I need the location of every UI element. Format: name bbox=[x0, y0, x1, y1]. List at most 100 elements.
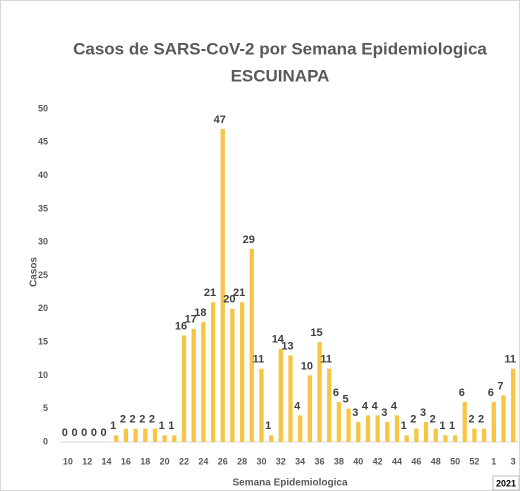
bar bbox=[278, 348, 283, 442]
x-tick-label: 46 bbox=[411, 456, 421, 466]
data-label: 10 bbox=[301, 360, 313, 372]
x-tick-label: 42 bbox=[373, 456, 383, 466]
bar bbox=[239, 302, 245, 442]
x-tick-label: 28 bbox=[237, 456, 247, 466]
x-tick-label: 24 bbox=[198, 456, 208, 466]
bar bbox=[143, 428, 148, 442]
bar bbox=[269, 435, 274, 442]
y-tick-label: 50 bbox=[38, 103, 48, 113]
x-tick-label: 32 bbox=[276, 456, 286, 466]
y-tick-label: 35 bbox=[38, 203, 48, 213]
data-label: 0 bbox=[62, 427, 68, 439]
bar bbox=[249, 248, 254, 442]
data-label: 29 bbox=[243, 234, 255, 246]
bar bbox=[365, 415, 371, 442]
data-label: 2 bbox=[149, 414, 155, 426]
data-label: 47 bbox=[214, 114, 226, 126]
data-label: 2 bbox=[430, 414, 436, 426]
bar bbox=[462, 402, 467, 442]
data-label: 3 bbox=[381, 407, 387, 419]
x-axis-label: Semana Epidemiologica bbox=[232, 478, 347, 489]
data-label: 6 bbox=[488, 387, 494, 399]
data-label: 0 bbox=[81, 427, 87, 439]
data-label: 0 bbox=[101, 427, 107, 439]
data-label: 17 bbox=[185, 314, 197, 326]
data-label: 6 bbox=[333, 387, 339, 399]
bar bbox=[172, 435, 177, 442]
bar bbox=[501, 395, 506, 442]
data-label: 2 bbox=[410, 414, 416, 426]
y-tick-label: 20 bbox=[38, 303, 48, 313]
bar bbox=[259, 368, 264, 442]
bar bbox=[181, 335, 187, 442]
bar bbox=[443, 435, 448, 442]
data-label: 0 bbox=[91, 427, 97, 439]
x-tick-label: 50 bbox=[450, 456, 460, 466]
bar bbox=[336, 402, 342, 442]
bar bbox=[133, 428, 138, 442]
data-label: 1 bbox=[110, 420, 116, 432]
chart-subtitle: ESCUINAPA bbox=[231, 66, 330, 85]
x-tick-label: 26 bbox=[218, 456, 228, 466]
bar bbox=[152, 428, 158, 442]
data-label: 2 bbox=[478, 414, 484, 426]
x-tick-label: 14 bbox=[102, 456, 112, 466]
year-box bbox=[492, 475, 520, 491]
bar bbox=[452, 435, 458, 442]
data-label: 2 bbox=[120, 414, 126, 426]
y-tick-label: 0 bbox=[43, 436, 48, 446]
chart-title: Casos de SARS-CoV-2 por Semana Epidemiol… bbox=[73, 39, 487, 58]
data-label: 0 bbox=[71, 427, 77, 439]
y-tick-label: 30 bbox=[38, 237, 48, 247]
x-tick-label: 16 bbox=[121, 456, 131, 466]
data-label: 5 bbox=[343, 394, 349, 406]
bar bbox=[472, 428, 477, 442]
data-label: 21 bbox=[204, 287, 216, 299]
bar bbox=[220, 128, 225, 443]
bar bbox=[346, 408, 351, 442]
x-tick-label: 38 bbox=[334, 456, 344, 466]
bar bbox=[162, 435, 167, 442]
bar bbox=[511, 368, 516, 442]
data-label: 13 bbox=[281, 340, 293, 352]
bar bbox=[123, 428, 129, 442]
data-label: 4 bbox=[372, 400, 379, 412]
data-label: 11 bbox=[504, 354, 516, 366]
data-label: 1 bbox=[159, 420, 165, 432]
bar bbox=[404, 435, 409, 442]
data-label: 4 bbox=[362, 400, 369, 412]
data-label: 1 bbox=[401, 420, 407, 432]
data-label: 18 bbox=[194, 307, 206, 319]
y-tick-label: 25 bbox=[38, 270, 48, 280]
bar bbox=[288, 355, 293, 442]
bar bbox=[491, 402, 496, 442]
x-tick-label: 18 bbox=[140, 456, 150, 466]
y-tick-label: 10 bbox=[38, 370, 48, 380]
data-label: 1 bbox=[439, 420, 445, 432]
bar bbox=[210, 302, 216, 442]
data-label: 1 bbox=[449, 420, 455, 432]
data-label: 4 bbox=[391, 400, 398, 412]
x-tick-label: 34 bbox=[295, 456, 305, 466]
x-tick-label: 44 bbox=[392, 456, 402, 466]
bar bbox=[385, 422, 390, 442]
x-tick-label: 20 bbox=[160, 456, 170, 466]
data-label: 16 bbox=[175, 320, 187, 332]
x-tick-label: 36 bbox=[315, 456, 325, 466]
bar bbox=[298, 415, 303, 442]
x-tick-label: 40 bbox=[353, 456, 363, 466]
data-label: 11 bbox=[320, 354, 332, 366]
data-label: 2 bbox=[468, 414, 474, 426]
x-tick-label: 3 bbox=[511, 456, 516, 466]
x-tick-label: 30 bbox=[256, 456, 266, 466]
x-tick-label: 52 bbox=[469, 456, 479, 466]
data-label: 4 bbox=[294, 400, 301, 412]
bar bbox=[356, 422, 361, 442]
bar bbox=[201, 322, 206, 442]
x-tick-label: 1 bbox=[491, 456, 496, 466]
data-label: 3 bbox=[352, 407, 358, 419]
y-tick-label: 15 bbox=[38, 336, 48, 346]
data-label: 21 bbox=[233, 287, 245, 299]
y-tick-label: 40 bbox=[38, 170, 48, 180]
bar bbox=[307, 375, 312, 442]
